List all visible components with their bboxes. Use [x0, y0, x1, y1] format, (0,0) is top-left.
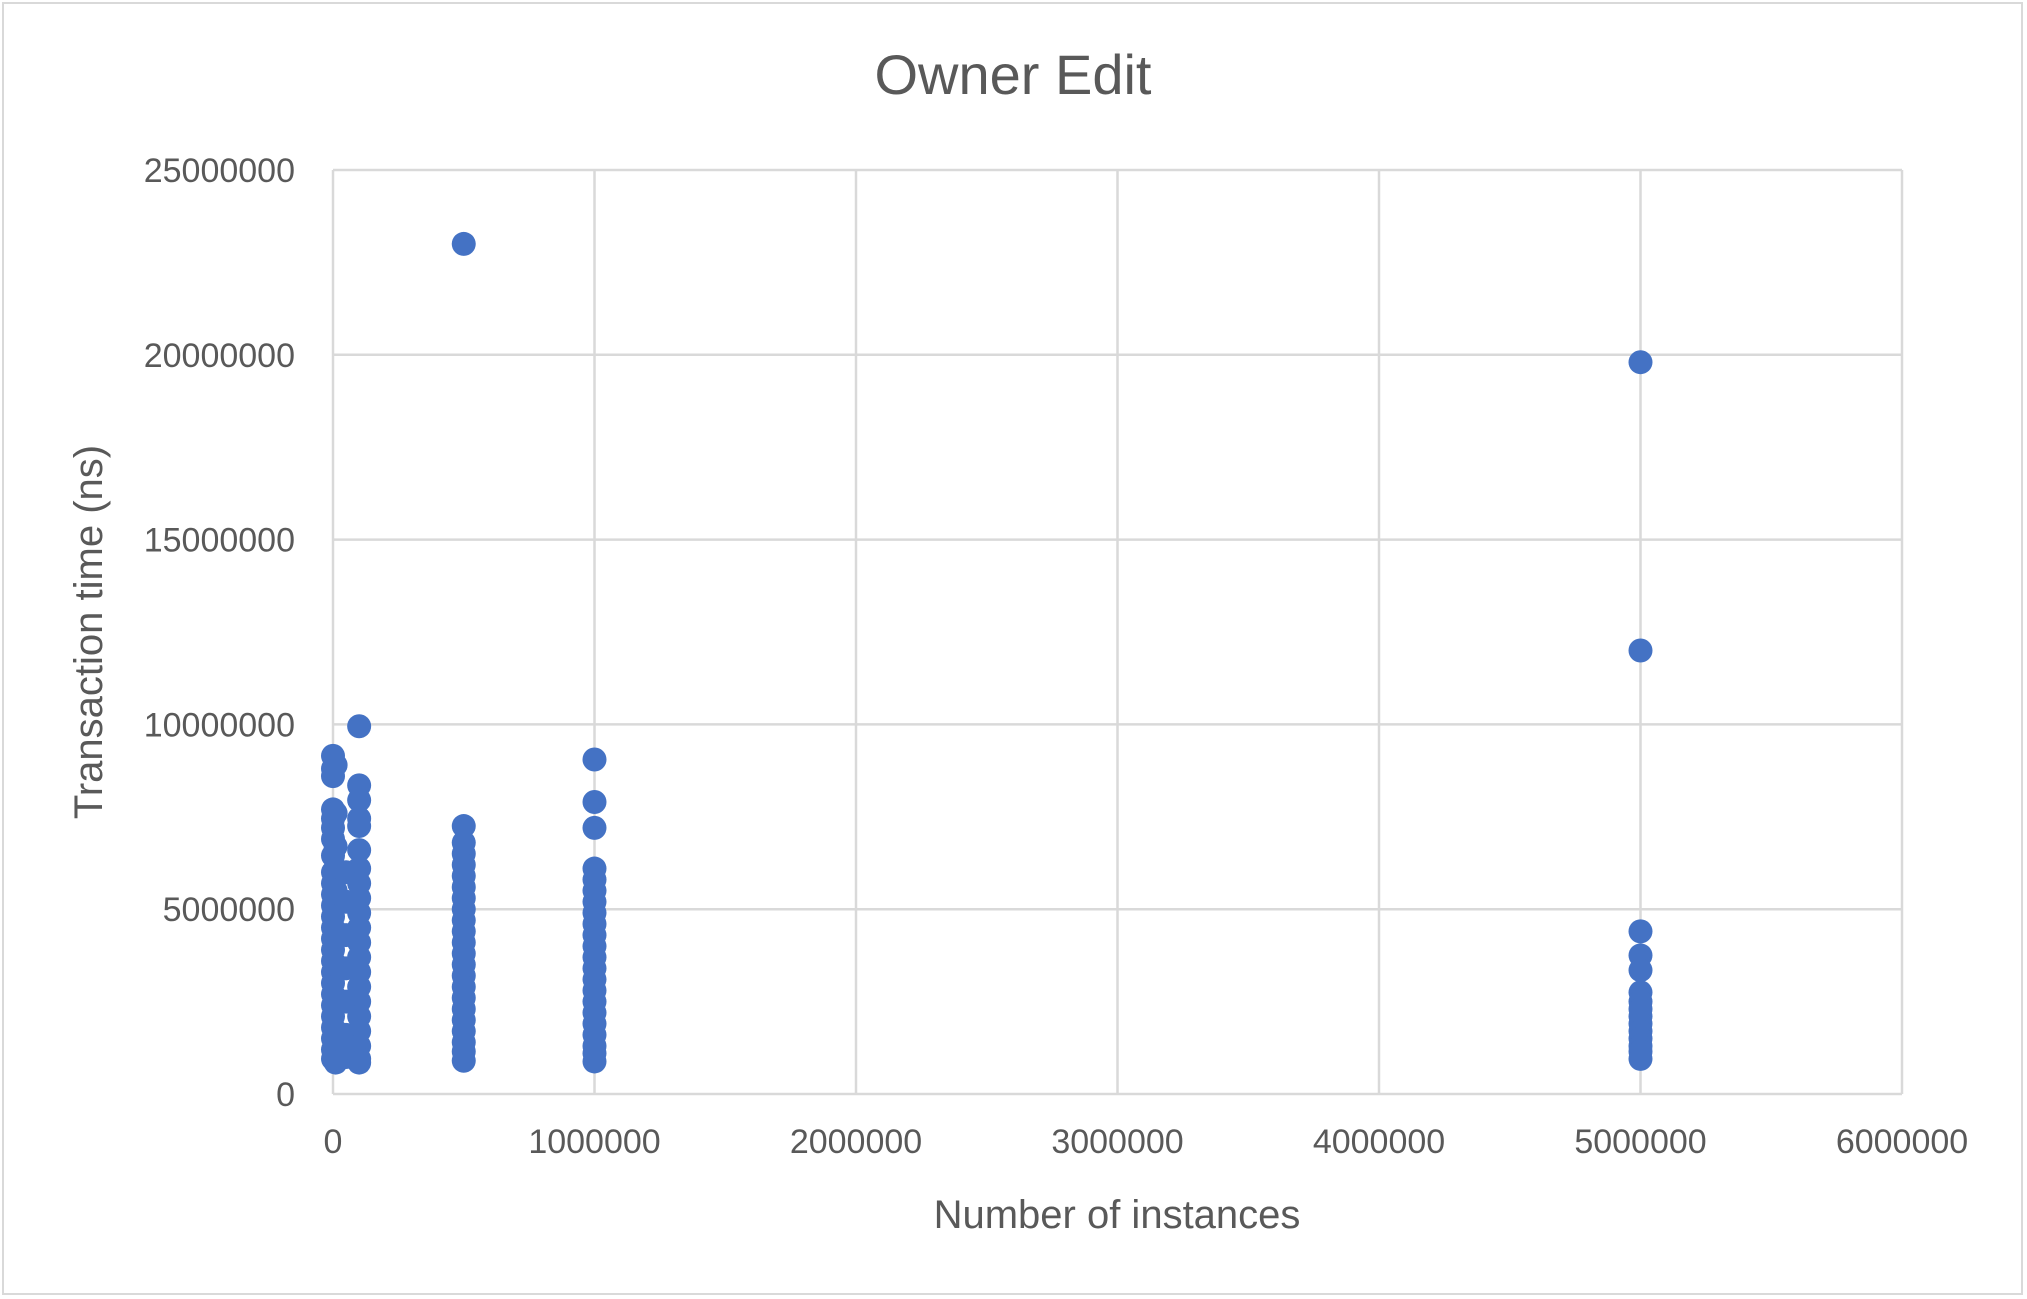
- data-point: [347, 814, 372, 839]
- data-point: [582, 1049, 607, 1074]
- data-point: [1628, 919, 1653, 944]
- data-point: [451, 1048, 476, 1073]
- x-tick-label: 1000000: [528, 1123, 660, 1161]
- data-point: [347, 788, 372, 813]
- y-tick-label: 5000000: [163, 891, 295, 929]
- y-tick-label: 25000000: [144, 152, 295, 190]
- y-tick-label: 15000000: [144, 522, 295, 560]
- x-axis-tick-labels: 0 1000000 2000000 3000000 4000000 5000000 6000…: [324, 1123, 1969, 1161]
- y-axis-label: Transaction time (ns): [67, 445, 111, 819]
- x-tick-label: 0: [324, 1123, 343, 1161]
- y-tick-label: 0: [276, 1076, 295, 1114]
- x-tick-label: 6000000: [1836, 1123, 1968, 1161]
- chart-title: Owner Edit: [875, 43, 1152, 106]
- data-point: [1628, 1046, 1653, 1071]
- x-tick-label: 4000000: [1313, 1123, 1445, 1161]
- data-point: [347, 714, 372, 739]
- data-point: [1628, 638, 1653, 663]
- x-tick-label: 5000000: [1574, 1123, 1706, 1161]
- data-point: [323, 753, 348, 778]
- data-points: [321, 231, 1653, 1075]
- data-point: [1628, 958, 1653, 983]
- x-tick-label: 3000000: [1051, 1123, 1183, 1161]
- data-point: [451, 231, 476, 256]
- data-point: [582, 747, 607, 772]
- data-point: [347, 1050, 372, 1075]
- data-point: [582, 815, 607, 840]
- gridlines: [331, 168, 1904, 1096]
- data-point: [323, 834, 348, 859]
- x-axis-label: Number of instances: [934, 1193, 1301, 1237]
- x-tick-label: 2000000: [790, 1123, 922, 1161]
- y-tick-label: 20000000: [144, 337, 295, 375]
- data-point: [1628, 350, 1653, 375]
- data-point: [582, 790, 607, 815]
- data-point: [451, 814, 476, 839]
- y-axis-tick-labels: 0 5000000 10000000 15000000 20000000 25000000: [144, 152, 295, 1114]
- y-tick-label: 10000000: [144, 706, 295, 744]
- data-point: [323, 801, 348, 826]
- data-point: [347, 838, 372, 863]
